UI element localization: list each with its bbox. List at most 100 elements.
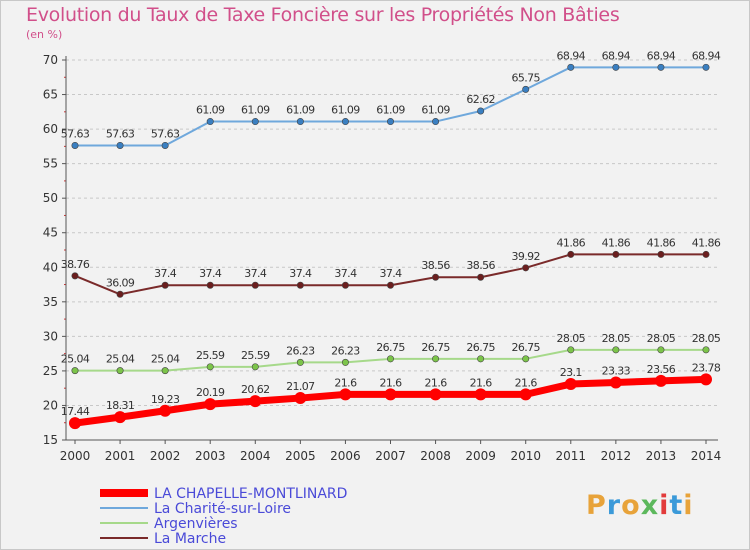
x-tick-label: 2009 [465, 449, 496, 463]
data-label: 23.33 [602, 364, 631, 377]
x-tick-label: 2007 [375, 449, 406, 463]
data-point [564, 378, 577, 391]
data-point [251, 363, 259, 371]
data-label: 61.09 [331, 104, 360, 117]
data-point [296, 358, 304, 366]
data-point [341, 281, 349, 289]
data-label: 61.09 [376, 104, 405, 117]
data-point [159, 404, 172, 417]
data-label: 28.05 [602, 332, 631, 345]
logo-letter: t [669, 490, 684, 521]
logo-letter: o [621, 490, 641, 521]
data-label: 17.44 [61, 405, 90, 418]
data-label: 65.75 [511, 71, 540, 84]
data-label: 28.05 [647, 332, 676, 345]
x-tick-label: 2011 [556, 449, 587, 463]
data-point [206, 363, 214, 371]
data-label: 57.63 [106, 127, 135, 140]
data-label: 28.05 [557, 332, 586, 345]
data-point [161, 367, 169, 375]
data-label: 23.78 [692, 361, 721, 374]
chart-subtitle: (en %) [26, 28, 63, 41]
data-point [116, 141, 124, 149]
data-label: 20.62 [241, 383, 270, 396]
x-tick-label: 2003 [195, 449, 226, 463]
y-tick-label: 30 [43, 329, 58, 343]
data-label: 41.86 [602, 236, 631, 249]
data-label: 23.1 [560, 366, 582, 379]
y-tick-label: 35 [43, 295, 58, 309]
x-tick-label: 2001 [105, 449, 136, 463]
proxiti-logo: Proxiti [586, 490, 694, 521]
data-point [341, 358, 349, 366]
data-label: 37.4 [154, 267, 177, 280]
data-point [69, 417, 81, 430]
data-label: 38.56 [421, 259, 450, 272]
data-point [204, 398, 217, 411]
data-label: 37.4 [334, 267, 357, 280]
data-label: 25.59 [241, 349, 270, 362]
data-point [657, 346, 665, 354]
data-label: 68.94 [647, 49, 676, 62]
data-point [294, 392, 307, 405]
y-tick-label: 50 [43, 191, 58, 205]
data-point [432, 355, 440, 363]
data-point [71, 141, 79, 149]
data-label: 26.75 [421, 341, 450, 354]
data-point [522, 355, 530, 363]
data-label: 26.75 [466, 341, 495, 354]
data-label: 26.23 [331, 344, 360, 357]
data-point [116, 290, 124, 298]
data-point [161, 281, 169, 289]
data-point [700, 373, 712, 386]
x-tick-label: 2008 [420, 449, 451, 463]
logo-letter: x [640, 490, 660, 521]
data-label: 26.23 [286, 344, 315, 357]
data-point [567, 346, 575, 354]
data-label: 28.05 [692, 332, 721, 345]
data-point [339, 388, 352, 401]
data-point [386, 281, 394, 289]
data-label: 26.75 [511, 341, 540, 354]
data-point [386, 355, 394, 363]
data-label: 38.56 [466, 259, 495, 272]
x-tick-label: 2012 [601, 449, 632, 463]
data-point [519, 388, 532, 401]
x-tick-label: 2006 [330, 449, 361, 463]
data-point [161, 141, 169, 149]
data-label: 41.86 [692, 236, 721, 249]
data-point [432, 118, 440, 126]
data-point [522, 264, 530, 272]
y-tick-label: 40 [43, 260, 58, 274]
x-tick-label: 2005 [285, 449, 316, 463]
data-point [567, 250, 575, 258]
x-tick-label: 2014 [691, 449, 722, 463]
data-label: 25.04 [61, 353, 90, 366]
data-label: 68.94 [602, 49, 631, 62]
y-tick-label: 65 [43, 88, 58, 102]
data-point [477, 273, 485, 281]
legend-label: Argenvières [154, 516, 238, 532]
data-point [474, 388, 487, 401]
data-point [609, 376, 622, 389]
data-point [251, 281, 259, 289]
data-point [432, 273, 440, 281]
x-tick-label: 2004 [240, 449, 271, 463]
x-tick-label: 2010 [510, 449, 541, 463]
y-tick-label: 55 [43, 157, 58, 171]
data-label: 21.6 [425, 376, 448, 389]
data-point [477, 355, 485, 363]
data-point [612, 250, 620, 258]
legend-label: La Marche [154, 531, 226, 547]
data-label: 41.86 [557, 236, 586, 249]
data-label: 41.86 [647, 236, 676, 249]
data-label: 25.04 [106, 353, 135, 366]
y-tick-label: 60 [43, 122, 58, 136]
data-label: 61.09 [421, 104, 450, 117]
x-tick-label: 2013 [646, 449, 677, 463]
logo-letter: P [586, 490, 607, 521]
data-label: 21.6 [515, 376, 538, 389]
data-point [657, 250, 665, 258]
data-point [654, 374, 667, 387]
